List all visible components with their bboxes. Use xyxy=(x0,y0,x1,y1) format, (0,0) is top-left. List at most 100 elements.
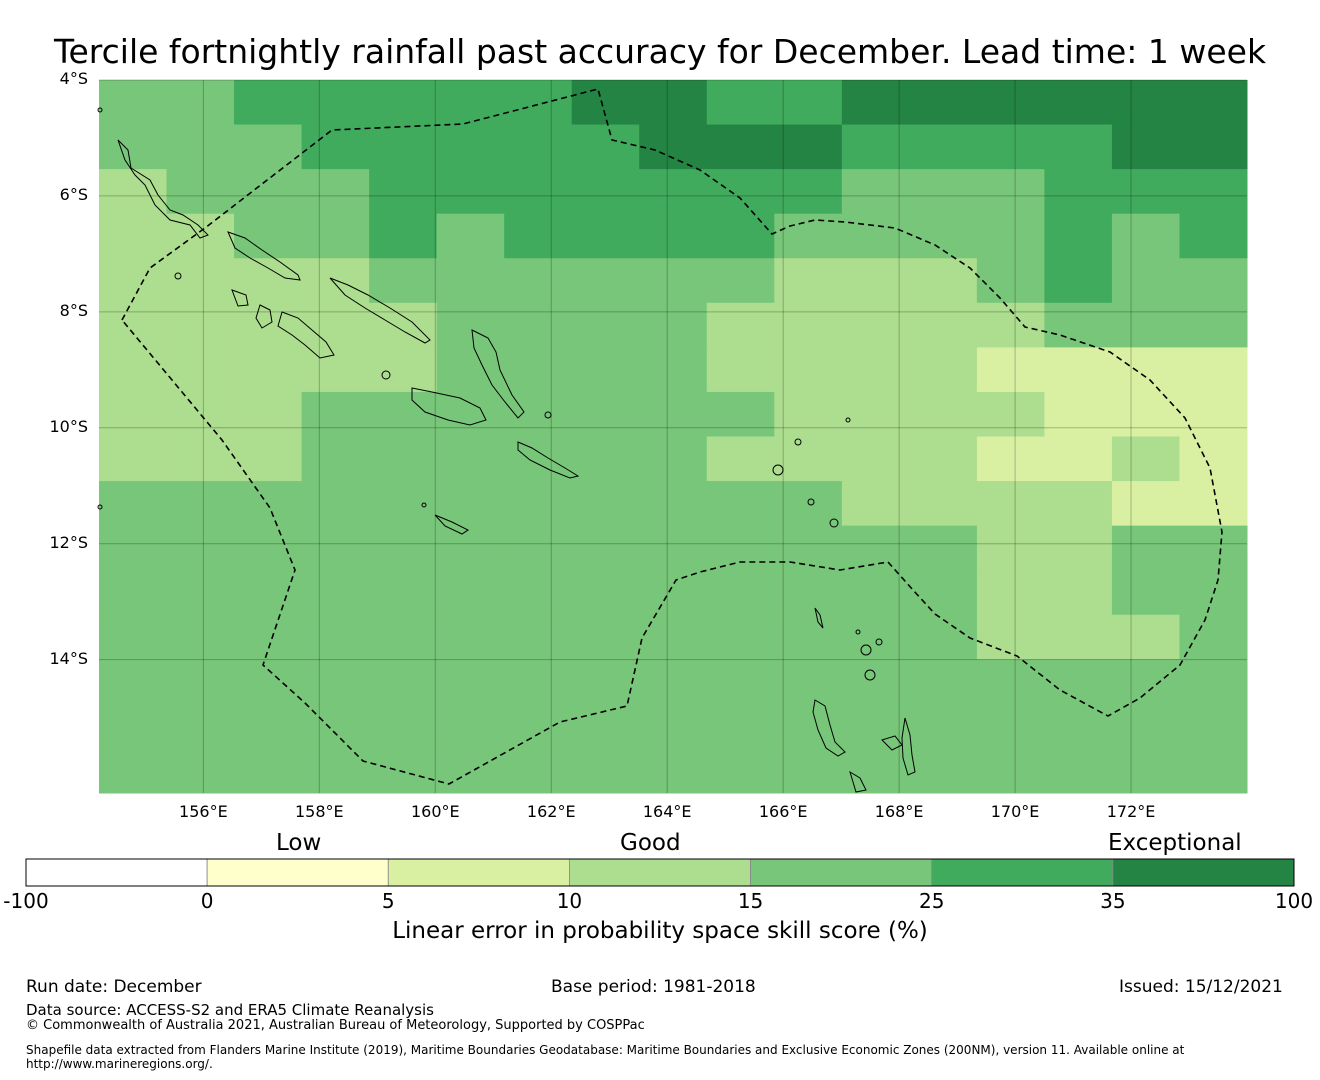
grid-cell xyxy=(639,169,708,215)
grid-cell xyxy=(99,436,168,482)
grid-cell xyxy=(841,614,910,660)
grid-cell xyxy=(841,80,910,126)
grid-cell xyxy=(436,213,505,259)
bougainville-island xyxy=(117,139,209,239)
grid-cell xyxy=(301,80,370,126)
grid-cell xyxy=(166,703,235,749)
grid-cell xyxy=(976,124,1045,170)
grid-cell xyxy=(774,570,843,616)
grid-cell xyxy=(436,258,505,304)
grid-cell xyxy=(301,570,370,616)
grid-cell xyxy=(234,213,303,259)
grid-cell xyxy=(976,391,1045,437)
grid-cell xyxy=(1179,481,1248,527)
grid-cell xyxy=(504,80,573,126)
grid-cell xyxy=(436,659,505,705)
grid-cell xyxy=(504,659,573,705)
grid-cell xyxy=(841,659,910,705)
grid-cell xyxy=(1111,614,1180,660)
grid-cell xyxy=(909,80,978,126)
grid-cell xyxy=(301,347,370,393)
grid-cell xyxy=(234,347,303,393)
grid-cell xyxy=(976,748,1045,794)
grid-cell xyxy=(774,614,843,660)
grid-cell xyxy=(1179,302,1248,348)
grid-cell xyxy=(234,703,303,749)
grid-cell xyxy=(909,258,978,304)
grid-cell xyxy=(234,302,303,348)
grid-cell xyxy=(909,703,978,749)
grid-cell xyxy=(504,258,573,304)
grid-cell xyxy=(841,703,910,749)
grid-cell xyxy=(234,258,303,304)
grid-cell xyxy=(706,703,775,749)
chart-title: Tercile fortnightly rainfall past accura… xyxy=(53,32,1267,71)
lat-label: 12°S xyxy=(49,532,88,552)
grid-cell xyxy=(706,525,775,571)
grid-cell xyxy=(301,213,370,259)
grid-cell xyxy=(301,124,370,170)
small-island xyxy=(97,107,103,113)
grid-cell xyxy=(99,748,168,794)
grid-cell xyxy=(841,481,910,527)
lon-label: 166°E xyxy=(758,802,808,821)
grid-cell xyxy=(234,570,303,616)
grid-cell xyxy=(301,391,370,437)
grid-cell xyxy=(706,124,775,170)
grid-cell xyxy=(1111,391,1180,437)
colorbar-title: Linear error in probability space skill … xyxy=(392,918,928,944)
grid-cell xyxy=(1111,347,1180,393)
small-island xyxy=(174,272,182,280)
grid-cell xyxy=(639,525,708,571)
category-label-low: Low xyxy=(276,830,322,856)
grid-cell xyxy=(706,302,775,348)
colorbar-outline xyxy=(25,858,1295,887)
grid-cell xyxy=(1044,80,1113,126)
grid-cell xyxy=(234,80,303,126)
grid-cell xyxy=(1111,258,1180,304)
grid-cell xyxy=(301,481,370,527)
small-island xyxy=(381,370,391,380)
grid-cell xyxy=(166,659,235,705)
grid-cell xyxy=(571,391,640,437)
grid-cell xyxy=(639,347,708,393)
grid-cell xyxy=(504,347,573,393)
grid-cell xyxy=(301,748,370,794)
grid-cell xyxy=(1179,80,1248,126)
grid-cell xyxy=(234,614,303,660)
lat-label: 8°S xyxy=(59,300,88,320)
grid-cell xyxy=(639,703,708,749)
grid-cell xyxy=(436,703,505,749)
grid-cell xyxy=(99,124,168,170)
grid-cell xyxy=(1179,659,1248,705)
grid-cell xyxy=(369,525,438,571)
grid-cell xyxy=(436,570,505,616)
grid-cell xyxy=(571,570,640,616)
grid-cell xyxy=(301,659,370,705)
grid-cell xyxy=(774,169,843,215)
base-period: Base period: 1981-2018 xyxy=(551,977,756,997)
grid-cell xyxy=(301,169,370,215)
grid-cell xyxy=(976,570,1045,616)
grid-cell xyxy=(301,525,370,571)
data-source: Data source: ACCESS-S2 and ERA5 Climate … xyxy=(26,1001,434,1019)
grid-cell xyxy=(706,614,775,660)
run-date: Run date: December xyxy=(26,977,202,997)
vella-lavella xyxy=(231,289,249,307)
makira-island xyxy=(517,441,580,479)
grid-cell xyxy=(369,436,438,482)
grid-cell xyxy=(639,570,708,616)
grid-cell xyxy=(436,614,505,660)
lat-label: 4°S xyxy=(59,69,88,88)
grid-cell xyxy=(639,436,708,482)
colorbar-tick-label: 5 xyxy=(381,889,395,913)
grid-cell xyxy=(436,525,505,571)
grid-cell xyxy=(1044,169,1113,215)
grid-cell xyxy=(166,213,235,259)
small-island xyxy=(860,644,872,656)
grid-cell xyxy=(1111,659,1180,705)
grid-cell xyxy=(639,659,708,705)
lon-label: 164°E xyxy=(642,802,692,821)
grid-cell xyxy=(369,302,438,348)
grid-cell xyxy=(166,748,235,794)
